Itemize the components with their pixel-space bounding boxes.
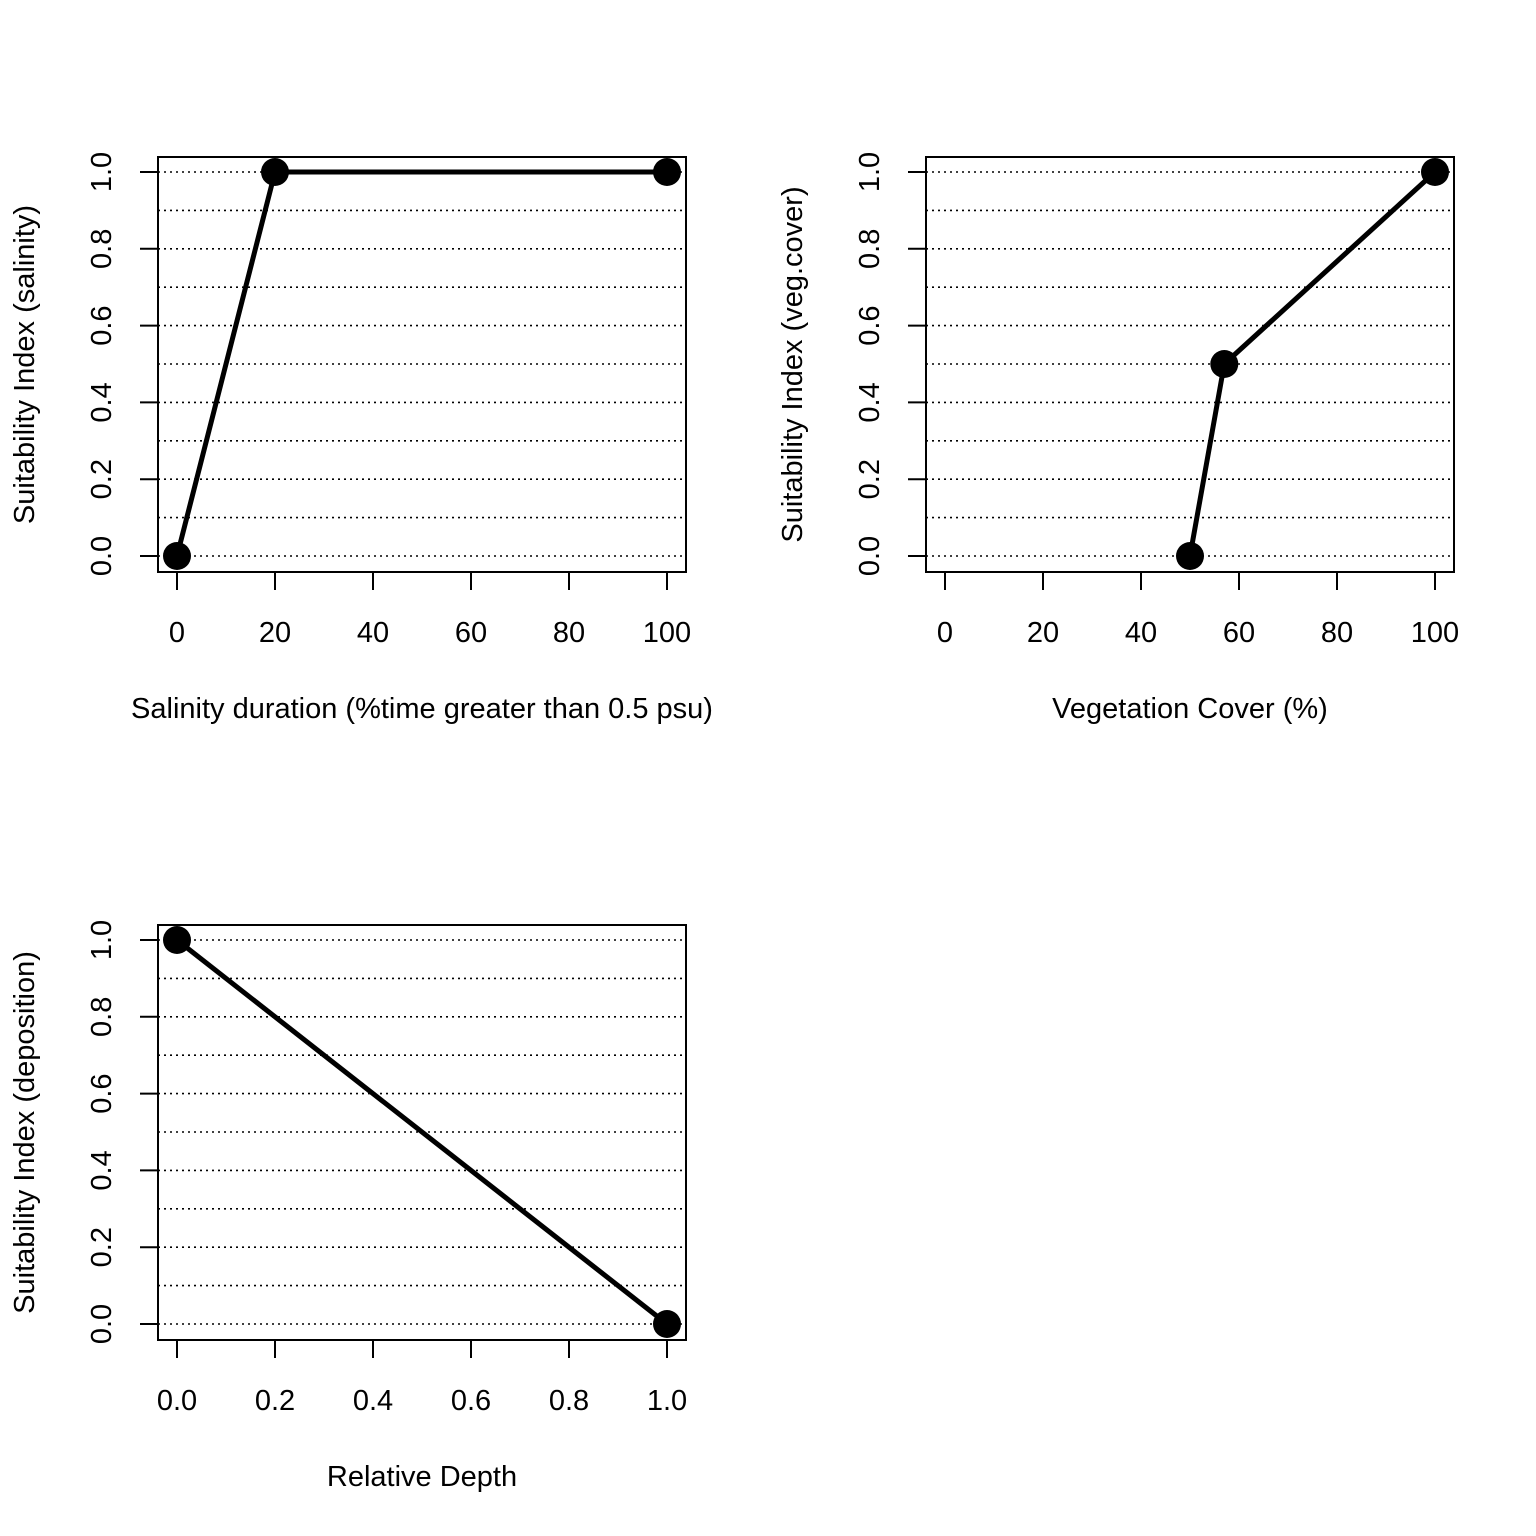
x-tick-label: 0 [937, 617, 953, 649]
data-point [1176, 542, 1204, 570]
data-point [1421, 158, 1449, 186]
data-point [653, 1310, 681, 1338]
y-tick-label: 1.0 [854, 152, 886, 192]
y-tick-label: 0.8 [854, 229, 886, 269]
data-point [1210, 350, 1239, 378]
chart-panel-2: 0 20 40 60 80 100 0.0 0.2 0.4 0.6 0.8 1.0 Vegetation… [777, 152, 1459, 725]
x-axis-label: Salinity duration (%time greater than 0.… [131, 693, 713, 725]
chart-panel-3: 0.0 0.2 0.4 0.6 0.8 1.0 0.0 0.2 0.4 0.6 0.8 1.0 Rela… [9, 920, 687, 1493]
x-tick-label: 0.0 [157, 1385, 197, 1417]
y-tick-label: 0.0 [854, 536, 886, 576]
y-axis-label: Suitability Index (veg.cover) [777, 186, 809, 542]
x-tick-label: 100 [1411, 617, 1459, 649]
x-tick-label: 0 [169, 617, 185, 649]
x-axis-label: Vegetation Cover (%) [1052, 693, 1328, 725]
y-tick-label: 0.4 [854, 382, 886, 422]
y-tick-label: 0.2 [86, 459, 118, 499]
y-tick-label: 0.4 [86, 382, 118, 422]
x-tick-label: 0.2 [255, 1385, 295, 1417]
x-tick-label: 40 [1125, 617, 1157, 649]
y-tick-label: 0.2 [854, 459, 886, 499]
y-tick-label: 0.8 [86, 229, 118, 269]
x-tick-label: 40 [357, 617, 389, 649]
x-axis-label: Relative Depth [327, 1461, 517, 1493]
y-tick-label: 1.0 [86, 920, 118, 960]
y-tick-label: 1.0 [86, 152, 118, 192]
y-tick-label: 0.0 [86, 1304, 118, 1344]
y-tick-label: 0.2 [86, 1227, 118, 1267]
y-tick-label: 0.6 [854, 305, 886, 345]
x-tick-label: 20 [1027, 617, 1059, 649]
x-tick-label: 80 [1321, 617, 1353, 649]
x-tick-label: 80 [553, 617, 585, 649]
y-tick-label: 0.4 [86, 1150, 118, 1190]
y-tick-label: 0.8 [86, 997, 118, 1037]
x-tick-label: 0.4 [353, 1385, 393, 1417]
y-axis-label: Suitability Index (salinity) [9, 205, 41, 524]
series-line [175, 938, 669, 1326]
x-tick-label: 0.8 [549, 1385, 589, 1417]
y-axis-label: Suitability Index (deposition) [9, 951, 41, 1314]
y-tick-label: 0.6 [86, 1073, 118, 1113]
data-point [653, 158, 681, 186]
x-tick-label: 60 [1223, 617, 1255, 649]
y-tick-label: 0.6 [86, 305, 118, 345]
data-point [261, 158, 289, 186]
y-tick-label: 0.0 [86, 536, 118, 576]
x-tick-label: 20 [259, 617, 291, 649]
x-tick-label: 0.6 [451, 1385, 491, 1417]
x-tick-label: 100 [643, 617, 691, 649]
chart-panel-1: 0 20 40 60 80 100 0.0 0.2 0.4 0.6 0.8 1.0 Salinity d… [9, 152, 713, 725]
x-tick-label: 60 [455, 617, 487, 649]
data-point [163, 542, 191, 570]
data-point [163, 926, 191, 954]
x-tick-label: 1.0 [647, 1385, 687, 1417]
